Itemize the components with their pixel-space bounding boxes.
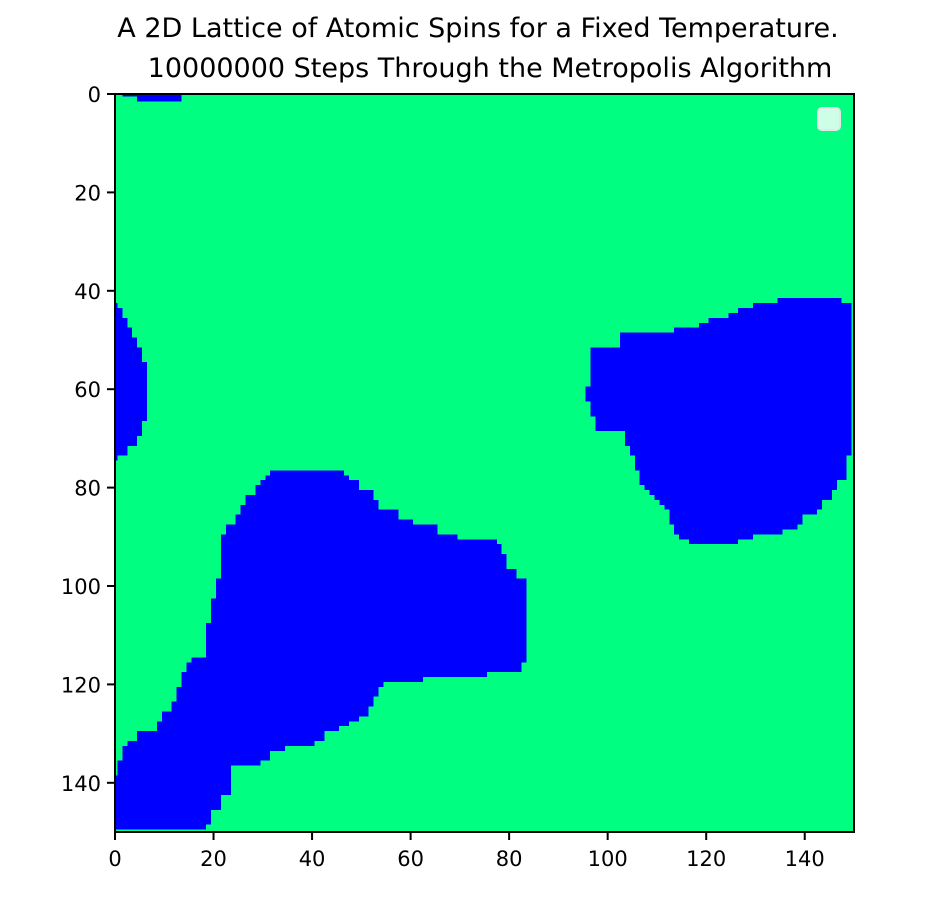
x-tick-label: 20	[200, 847, 227, 871]
spin-down-domain-lower-left-domain	[115, 470, 527, 830]
x-tick-label: 40	[299, 847, 326, 871]
plot-frame	[114, 93, 855, 833]
y-tick-label: 0	[88, 83, 101, 107]
plot-area	[114, 93, 855, 833]
spin-down-domain-right-domain	[585, 298, 852, 545]
y-tick-label: 120	[61, 673, 101, 697]
x-tick-label: 100	[588, 847, 628, 871]
y-tick-label: 100	[61, 575, 101, 599]
chart-title: A 2D Lattice of Atomic Spins for a Fixed…	[117, 13, 838, 44]
chart-subtitle: 10000000 Steps Through the Metropolis Al…	[148, 53, 833, 84]
x-tick-label: 80	[496, 847, 523, 871]
spin-down-domains	[115, 94, 852, 830]
y-tick-label: 40	[74, 280, 101, 304]
y-axis: 0 20 40 60 80 100 120 140	[61, 83, 115, 796]
x-axis: 0 20 40 60 80 100 120 140	[108, 832, 825, 871]
spin-down-domain-left-domain	[115, 303, 148, 461]
y-tick-label: 80	[74, 477, 101, 501]
x-tick-label: 120	[686, 847, 726, 871]
x-tick-label: 140	[785, 847, 825, 871]
x-tick-label: 60	[397, 847, 424, 871]
y-tick-label: 60	[74, 378, 101, 402]
y-tick-label: 20	[74, 181, 101, 205]
legend-patch	[817, 107, 841, 131]
x-tick-label: 0	[108, 847, 121, 871]
y-tick-label: 140	[61, 772, 101, 796]
spin-down-domain-top-edge-strip	[122, 94, 182, 102]
